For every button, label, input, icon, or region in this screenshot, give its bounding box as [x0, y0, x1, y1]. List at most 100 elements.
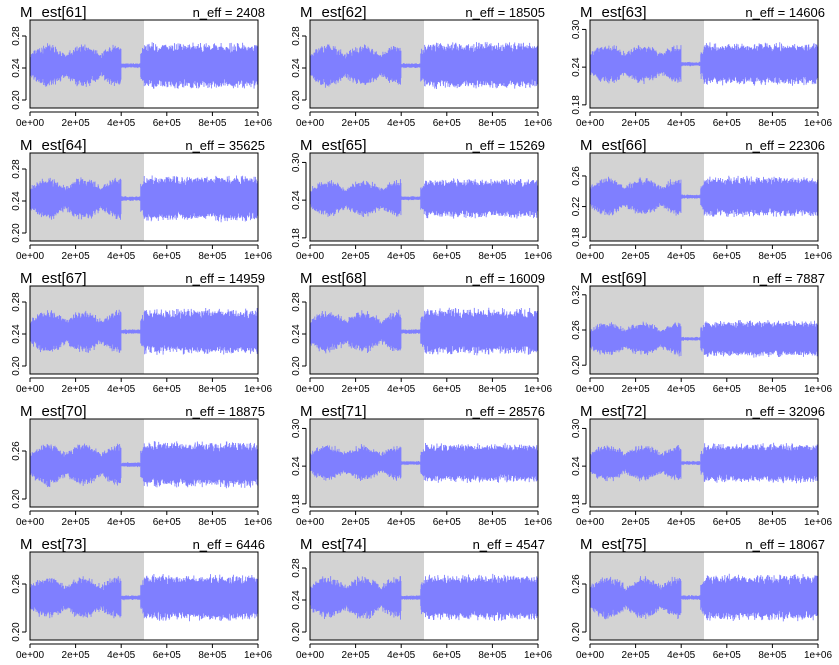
x-tick-label: 6e+05: [153, 650, 182, 661]
y-tick-label: 0.20: [11, 489, 22, 509]
x-tick-label: 8e+05: [758, 517, 787, 528]
x-tick-label: 8e+05: [198, 384, 227, 395]
neff-label: n_eff = 18067: [745, 537, 825, 552]
y-tick-label: 0.20: [291, 356, 302, 376]
plot-frame: [29, 551, 259, 641]
trace-panel: 0e+00 2e+05 4e+05 6e+05 8e+05 1e+06 0.18 0.24 0.…: [571, 4, 832, 129]
x-tick-label: 0e+00: [296, 384, 325, 395]
y-tick-label: 0.24: [571, 57, 582, 77]
y-tick-label: 0.26: [11, 574, 22, 594]
x-tick-label: 6e+05: [713, 251, 742, 262]
plot-frame: [29, 285, 259, 375]
y-tick-label: 0.24: [291, 58, 302, 78]
x-tick-label: 6e+05: [713, 118, 742, 129]
x-tick-label: 1e+06: [524, 384, 553, 395]
y-tick-label: 0.28: [11, 26, 22, 46]
x-tick-label: 8e+05: [198, 650, 227, 661]
y-tick-label: 0.20: [11, 356, 22, 376]
title-main: M: [300, 4, 313, 21]
plot-frame: [589, 551, 819, 641]
plot-frame: [29, 152, 259, 242]
title-sub: est[66]: [602, 137, 647, 154]
trace-panel: 0e+00 2e+05 4e+05 6e+05 8e+05 1e+06 0.20 0.26 M e…: [571, 536, 832, 661]
y-tick-label: 0.26: [571, 574, 582, 594]
neff-label: n_eff = 6446: [193, 537, 265, 552]
y-tick-label: 0.30: [571, 418, 582, 438]
title-main: M: [580, 137, 593, 154]
neff-label: n_eff = 28576: [465, 404, 545, 419]
x-tick-label: 4e+05: [667, 118, 696, 129]
y-tick-label: 0.30: [571, 19, 582, 39]
x-tick-label: 8e+05: [478, 650, 507, 661]
title-main: M: [580, 270, 593, 287]
x-tick-label: 6e+05: [433, 251, 462, 262]
x-tick-label: 0e+00: [576, 251, 605, 262]
y-tick-label: 0.24: [11, 191, 22, 211]
y-tick-label: 0.28: [291, 26, 302, 46]
x-tick-label: 4e+05: [387, 251, 416, 262]
y-tick-label: 0.22: [571, 196, 582, 216]
plot-frame: [29, 418, 259, 508]
x-tick-label: 8e+05: [478, 384, 507, 395]
neff-label: n_eff = 35625: [185, 138, 265, 153]
x-tick-label: 8e+05: [478, 251, 507, 262]
y-tick-label: 0.28: [11, 159, 22, 179]
title-main: M: [300, 403, 313, 420]
title-main: M: [20, 403, 33, 420]
x-tick-label: 1e+06: [804, 517, 833, 528]
x-tick-label: 6e+05: [153, 118, 182, 129]
x-tick-label: 0e+00: [16, 384, 45, 395]
x-tick-label: 1e+06: [244, 251, 273, 262]
x-tick-label: 0e+00: [16, 118, 45, 129]
trace-panel: 0e+00 2e+05 4e+05 6e+05 8e+05 1e+06 0.20 0.24 0.…: [291, 536, 552, 661]
trace-panel: 0e+00 2e+05 4e+05 6e+05 8e+05 1e+06 0.18 0.24 0.…: [571, 403, 832, 528]
x-tick-label: 2e+05: [342, 118, 371, 129]
x-tick-label: 2e+05: [622, 384, 651, 395]
x-tick-label: 0e+00: [296, 650, 325, 661]
title-sub: est[64]: [42, 137, 87, 154]
neff-label: n_eff = 22306: [745, 138, 825, 153]
x-tick-label: 0e+00: [16, 650, 45, 661]
x-tick-label: 0e+00: [16, 251, 45, 262]
title-main: M: [300, 536, 313, 553]
y-tick-label: 0.26: [571, 166, 582, 186]
y-tick-label: 0.24: [11, 324, 22, 344]
x-tick-label: 1e+06: [524, 650, 553, 661]
trace-panel: 0e+00 2e+05 4e+05 6e+05 8e+05 1e+06 0.20 0.24 0.…: [291, 4, 552, 129]
x-tick-label: 6e+05: [433, 517, 462, 528]
plot-frame: [589, 285, 819, 375]
title-sub: est[68]: [322, 270, 367, 287]
y-tick-label: 0.24: [291, 324, 302, 344]
trace-panel: 0e+00 2e+05 4e+05 6e+05 8e+05 1e+06 0.18 0.24 0.…: [291, 137, 552, 262]
x-tick-label: 4e+05: [387, 384, 416, 395]
x-tick-label: 2e+05: [622, 650, 651, 661]
y-tick-label: 0.18: [571, 227, 582, 247]
x-tick-label: 0e+00: [576, 384, 605, 395]
y-tick-label: 0.24: [571, 456, 582, 476]
trace-panel: 0e+00 2e+05 4e+05 6e+05 8e+05 1e+06 0.20 0.24 0.…: [11, 137, 272, 262]
x-tick-label: 4e+05: [107, 384, 136, 395]
x-tick-label: 1e+06: [804, 251, 833, 262]
x-tick-label: 2e+05: [62, 650, 91, 661]
x-tick-label: 6e+05: [433, 650, 462, 661]
plot-frame: [29, 19, 259, 109]
x-tick-label: 0e+00: [576, 118, 605, 129]
title-sub: est[62]: [322, 4, 367, 21]
y-tick-label: 0.18: [571, 494, 582, 514]
x-tick-label: 1e+06: [244, 118, 273, 129]
y-tick-label: 0.20: [11, 90, 22, 110]
y-tick-label: 0.20: [571, 355, 582, 375]
x-tick-label: 2e+05: [342, 517, 371, 528]
y-tick-label: 0.26: [11, 441, 22, 461]
x-tick-label: 1e+06: [524, 251, 553, 262]
neff-label: n_eff = 18875: [185, 404, 265, 419]
x-tick-label: 8e+05: [758, 650, 787, 661]
plot-frame: [309, 285, 539, 375]
x-tick-label: 4e+05: [387, 517, 416, 528]
